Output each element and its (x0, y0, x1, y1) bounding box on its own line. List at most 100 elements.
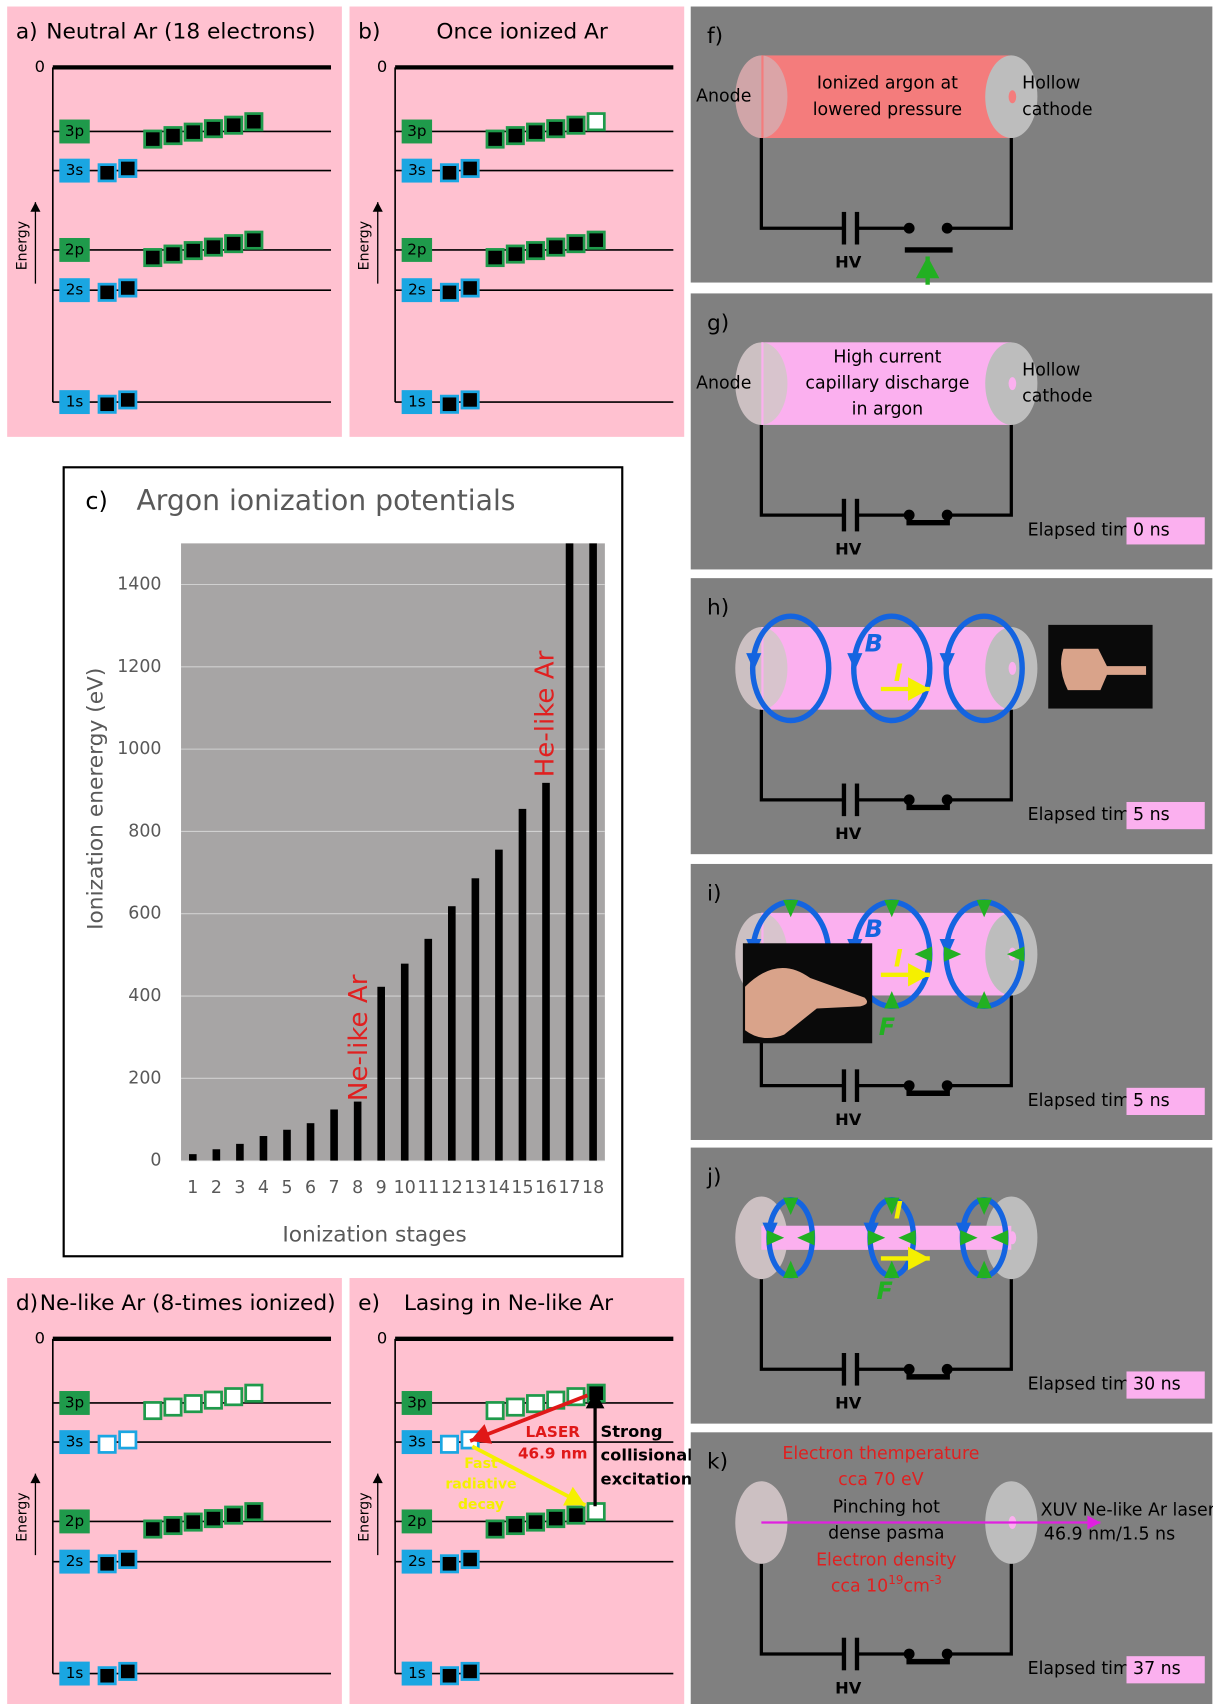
electron (99, 1556, 115, 1572)
bar (448, 906, 456, 1160)
plasma-body (761, 342, 763, 425)
x-tick-label: 16 (535, 1178, 557, 1198)
electron (225, 235, 241, 251)
electron (568, 235, 584, 251)
bar (307, 1123, 315, 1160)
panel-label: g) (707, 311, 729, 336)
temp-text: cca 70 eV (838, 1470, 924, 1490)
electron (527, 242, 543, 258)
excitation-text: collisional (601, 1446, 693, 1465)
bar (236, 1144, 244, 1161)
panel-bg (691, 7, 1213, 283)
bar (260, 1136, 268, 1161)
bar (519, 809, 527, 1161)
x-tick-label: 17 (558, 1178, 580, 1198)
x-tick-label: 7 (329, 1178, 340, 1198)
laser-text: XUV Ne-like Ar laser (1041, 1501, 1213, 1521)
level-label: 2s (66, 281, 84, 299)
electron (225, 117, 241, 133)
bar (401, 964, 409, 1161)
electron (246, 114, 262, 130)
electron (462, 1551, 478, 1567)
cylinder-text: High current (833, 348, 941, 368)
level-label: 2p (65, 240, 84, 258)
plot-area (181, 543, 605, 1160)
electron (441, 284, 457, 300)
electron (441, 1436, 457, 1452)
level-label: 1s (66, 393, 84, 411)
electron (120, 1432, 136, 1448)
x-tick-label: 15 (511, 1178, 533, 1198)
panel-title: Neutral Ar (18 electrons) (46, 20, 315, 45)
panel-title: Once ionized Ar (436, 20, 607, 45)
electron (165, 127, 181, 143)
electron (185, 242, 201, 258)
cathode-hole (1009, 662, 1017, 675)
elapsed-value: 30 ns (1133, 1375, 1181, 1395)
electron (462, 160, 478, 176)
hv-label: HV (835, 539, 862, 558)
x-tick-label: 12 (441, 1178, 463, 1198)
plasma-body (761, 627, 1011, 710)
y-tick-label: 800 (128, 821, 161, 841)
bar (424, 939, 432, 1161)
electron (145, 249, 161, 265)
hv-label: HV (835, 1110, 862, 1129)
x-axis-label: Ionization stages (282, 1223, 466, 1248)
electron (185, 1514, 201, 1530)
electron (120, 280, 136, 296)
electron (548, 1510, 564, 1526)
electron (185, 1395, 201, 1411)
decay-text: decay (458, 1497, 504, 1513)
temp-text: Electron themperature (782, 1444, 979, 1464)
x-tick-label: 3 (234, 1178, 245, 1198)
level-label: 2p (65, 1512, 84, 1530)
level-label: 1s (66, 1664, 84, 1682)
decay-text: radiative (445, 1476, 516, 1492)
x-tick-label: 8 (352, 1178, 363, 1198)
decay-text: Fast (464, 1456, 498, 1472)
panel-label: a) (16, 20, 38, 45)
density-part: cca 10 (831, 1577, 888, 1597)
electron (462, 280, 478, 296)
excitation-text: excitation (601, 1470, 693, 1489)
force-label: F (879, 1013, 895, 1041)
zero-label: 0 (377, 1328, 387, 1347)
electron (441, 165, 457, 181)
electron (225, 1507, 241, 1523)
y-tick-label: 0 (150, 1151, 161, 1171)
electron (487, 1521, 503, 1537)
zero-label: 0 (35, 57, 45, 76)
electron (588, 232, 604, 248)
switch-contact (942, 223, 953, 234)
anode-label: Anode (696, 374, 751, 394)
electron (145, 1402, 161, 1418)
electron (487, 131, 503, 147)
annotation: Ne-like Ar (344, 974, 374, 1101)
electron (205, 1510, 221, 1526)
electron (462, 1663, 478, 1679)
x-tick-label: 6 (305, 1178, 316, 1198)
panel-label: f) (707, 24, 723, 49)
electron (548, 121, 564, 137)
electron (527, 124, 543, 140)
electron (99, 1668, 115, 1684)
x-tick-label: 2 (211, 1178, 222, 1198)
electron (225, 1389, 241, 1405)
electron (548, 239, 564, 255)
bar (189, 1154, 197, 1160)
bar (213, 1149, 221, 1160)
panel-label: c) (85, 487, 107, 515)
x-tick-label: 18 (582, 1178, 604, 1198)
panel-label: i) (707, 881, 722, 906)
field-label: B (865, 629, 883, 657)
level-label: 1s (408, 393, 426, 411)
electron (205, 1392, 221, 1408)
electron (462, 392, 478, 408)
elapsed-value: 37 ns (1133, 1659, 1181, 1679)
electron (165, 246, 181, 262)
excitation-text: Strong (601, 1422, 663, 1441)
level-label: 3s (66, 161, 84, 179)
electron (507, 246, 523, 262)
level-label: 1s (408, 1664, 426, 1682)
